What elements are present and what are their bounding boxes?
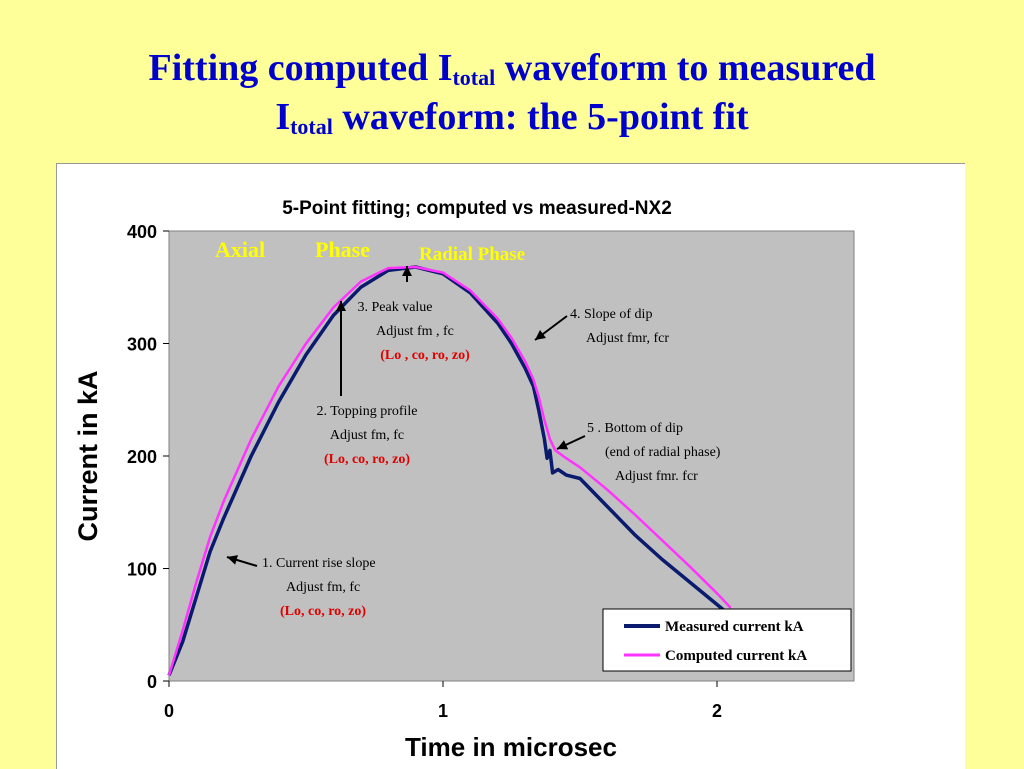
annotation-text: Adjust fm, fc xyxy=(330,428,404,443)
x-tick-label: 0 xyxy=(164,701,174,721)
annotation-text: 3. Peak value xyxy=(357,300,432,315)
annotation-text: Adjust fmr, fcr xyxy=(586,331,669,346)
x-tick-label: 2 xyxy=(712,701,722,721)
measured-current-line xyxy=(167,265,732,677)
series-layer xyxy=(167,265,732,677)
y-tick-label: 0 xyxy=(147,672,157,692)
slide-title-line-2: Itotal waveform: the 5-point fit xyxy=(0,93,1024,142)
title-text: waveform to measured xyxy=(495,47,876,89)
legend-label: Measured current kA xyxy=(665,619,804,635)
annotation-arrowhead xyxy=(402,266,412,276)
annotation-params: (Lo, co, ro, zo) xyxy=(280,604,366,619)
x-tick-label: 1 xyxy=(438,701,448,721)
y-tick-label: 200 xyxy=(127,447,157,467)
phase-label: Radial Phase xyxy=(419,244,525,265)
y-tick-label: 400 xyxy=(127,222,157,242)
annotation-text: 4. Slope of dip xyxy=(570,307,652,322)
y-axis-label: Current in kA xyxy=(73,370,103,541)
computed-current-line xyxy=(167,265,732,676)
annotation-text: (end of radial phase) xyxy=(605,445,721,460)
phase-label: Axial xyxy=(215,237,265,262)
title-text: Fitting computed I xyxy=(148,47,453,89)
annotation-arrowhead xyxy=(535,330,546,340)
title-text: I xyxy=(275,96,291,138)
slide-title: Fitting computed Itotal waveform to meas… xyxy=(0,44,1024,142)
annotation-text: 5 . Bottom of dip xyxy=(587,421,683,436)
current-waveform-chart: 5-Point fitting; computed vs measured-NX… xyxy=(73,198,855,762)
legend: Measured current kA Computed current kA xyxy=(602,608,852,672)
x-axis-label: Time in microsec xyxy=(405,732,617,762)
annotation-text: Adjust fm, fc xyxy=(286,580,360,595)
annotation-layer: Axial Phase Radial Phase 1. Current rise sl… xyxy=(215,237,721,619)
annotation-text: Adjust fmr. fcr xyxy=(615,469,698,484)
phase-label: Phase xyxy=(315,237,370,262)
chart-title: 5-Point fitting; computed vs measured-NX… xyxy=(282,198,672,219)
slide-title-line-1: Fitting computed Itotal waveform to meas… xyxy=(0,44,1024,93)
y-tick-label: 300 xyxy=(127,335,157,355)
annotation-arrowhead xyxy=(557,440,569,450)
annotation-text: Adjust fm , fc xyxy=(376,324,454,339)
annotation-arrowhead xyxy=(227,555,239,565)
y-tick-label: 100 xyxy=(127,560,157,580)
annotation-params: (Lo, co, ro, zo) xyxy=(324,452,410,467)
title-text: waveform: the 5-point fit xyxy=(332,96,749,138)
annotation-text: 1. Current rise slope xyxy=(262,556,376,571)
plot-area xyxy=(168,230,855,682)
chart-frame: 5-Point fitting; computed vs measured-NX… xyxy=(56,163,965,769)
annotation-params: (Lo , co, ro, zo) xyxy=(380,348,470,363)
title-subscript: total xyxy=(452,65,496,90)
annotation-text: 2. Topping profile xyxy=(316,404,417,419)
legend-label: Computed current kA xyxy=(665,648,807,664)
axes: 0 100 200 300 400 0 1 2 xyxy=(127,222,722,721)
legend-box xyxy=(602,608,852,672)
annotation-arrowhead xyxy=(336,301,346,311)
title-subscript: total xyxy=(290,114,333,139)
